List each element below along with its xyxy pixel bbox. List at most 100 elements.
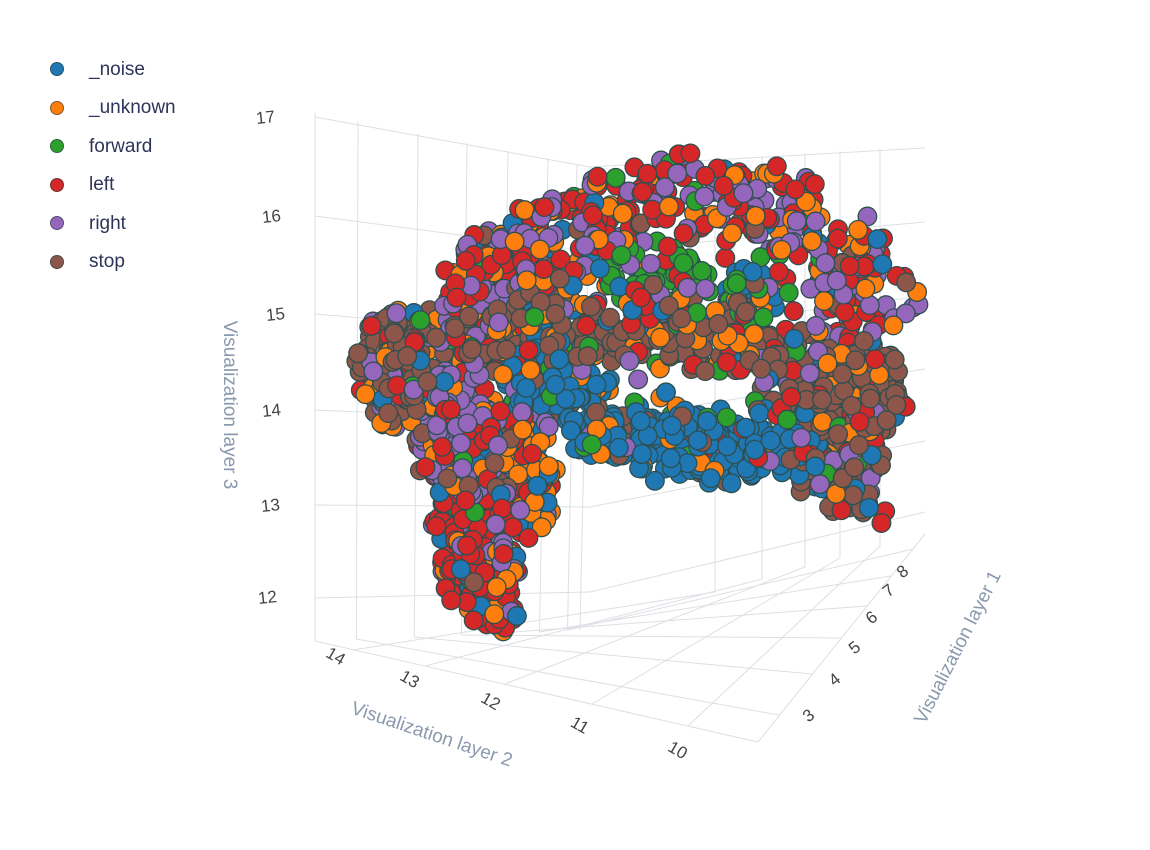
scatter-point[interactable] (642, 199, 663, 220)
scatter-point[interactable] (549, 268, 570, 289)
scatter-point[interactable] (658, 295, 679, 316)
scatter-point[interactable] (348, 343, 369, 364)
scatter-point[interactable] (555, 388, 576, 409)
scatter-point[interactable] (660, 448, 681, 469)
scatter-point[interactable] (876, 410, 897, 431)
scatter-point[interactable] (600, 307, 620, 328)
scatter-point[interactable] (786, 211, 807, 232)
scatter-point[interactable] (834, 301, 855, 322)
scatter-point[interactable] (363, 361, 384, 382)
scatter-point[interactable] (426, 327, 447, 348)
scatter-point[interactable] (441, 590, 462, 611)
scatter-point[interactable] (560, 420, 581, 441)
scatter-point[interactable] (697, 411, 718, 432)
scatter-point[interactable] (461, 339, 482, 360)
scatter-point[interactable] (538, 456, 559, 477)
scatter-point[interactable] (673, 253, 694, 274)
scatter-point[interactable] (506, 606, 527, 626)
scatter-point[interactable] (691, 261, 712, 281)
scatter-point[interactable] (455, 490, 476, 511)
scatter-point[interactable] (608, 437, 629, 458)
scatter-point[interactable] (785, 179, 806, 200)
scatter-point[interactable] (586, 374, 607, 395)
scatter-point[interactable] (654, 177, 675, 198)
scatter-point[interactable] (791, 427, 812, 448)
scatter-point[interactable] (828, 424, 849, 445)
scatter-point[interactable] (812, 389, 832, 410)
scatter-point[interactable] (632, 182, 653, 202)
legend-item-unknown[interactable]: _unknown (44, 89, 176, 128)
scatter-points[interactable] (346, 143, 929, 642)
scatter-point[interactable] (516, 377, 537, 398)
scatter-point[interactable] (640, 253, 661, 274)
scatter-point[interactable] (576, 315, 597, 336)
scatter-point[interactable] (726, 273, 747, 294)
scatter-point[interactable] (860, 388, 881, 409)
scatter-point[interactable] (744, 439, 765, 460)
scatter-point[interactable] (628, 369, 649, 390)
scatter-point[interactable] (884, 349, 905, 370)
scatter-point[interactable] (361, 315, 382, 336)
scatter-point[interactable] (753, 307, 774, 328)
scatter-point[interactable] (656, 382, 676, 403)
scatter-point[interactable] (522, 443, 543, 464)
scatter-point[interactable] (387, 375, 407, 396)
scatter-point[interactable] (713, 175, 734, 196)
scatter-point[interactable] (488, 312, 509, 333)
scatter-point[interactable] (504, 231, 525, 252)
scatter-point[interactable] (417, 371, 438, 392)
scatter-point[interactable] (855, 278, 876, 299)
scatter-point[interactable] (644, 470, 665, 491)
scatter-point[interactable] (695, 361, 716, 382)
scatter-point[interactable] (539, 335, 560, 356)
scatter-point[interactable] (801, 231, 822, 252)
scatter-point[interactable] (643, 275, 664, 295)
scatter-point[interactable] (637, 163, 658, 184)
scatter-point[interactable] (545, 374, 566, 395)
scatter-point[interactable] (716, 352, 737, 373)
scatter-point[interactable] (452, 458, 473, 479)
scatter-point[interactable] (446, 287, 467, 308)
scatter-point[interactable] (871, 513, 892, 533)
scatter-point[interactable] (814, 291, 834, 311)
scatter-point[interactable] (778, 282, 799, 303)
scatter-point[interactable] (677, 277, 698, 298)
scatter-point[interactable] (580, 296, 601, 317)
scatter-point[interactable] (426, 516, 447, 537)
scatter-point[interactable] (777, 409, 798, 430)
scatter-point[interactable] (410, 310, 431, 331)
scatter-point[interactable] (587, 166, 608, 187)
scatter-point[interactable] (520, 359, 541, 380)
scatter-point[interactable] (695, 278, 716, 299)
scatter-point[interactable] (378, 403, 399, 424)
scatter-point[interactable] (848, 219, 869, 240)
scatter-point[interactable] (680, 143, 701, 164)
scatter-point[interactable] (673, 223, 694, 244)
scatter-point[interactable] (484, 453, 505, 474)
scatter-point[interactable] (581, 434, 602, 455)
scatter-point[interactable] (397, 346, 418, 367)
scatter-point[interactable] (805, 211, 826, 232)
scatter-point[interactable] (386, 303, 407, 324)
scatter-point[interactable] (722, 223, 743, 244)
scatter-point[interactable] (849, 411, 870, 432)
scatter-point[interactable] (883, 315, 904, 336)
legend-item-noise[interactable]: _noise (44, 50, 176, 89)
scatter-point[interactable] (667, 163, 688, 184)
scatter-point[interactable] (451, 433, 471, 454)
scatter-point[interactable] (457, 413, 478, 434)
scatter-point[interactable] (799, 363, 820, 384)
scatter-point[interactable] (717, 436, 738, 457)
scatter-point[interactable] (487, 435, 508, 456)
scatter-point[interactable] (805, 456, 826, 477)
scatter-point[interactable] (512, 402, 532, 423)
scatter-point[interactable] (534, 197, 555, 218)
scatter-point[interactable] (783, 301, 804, 322)
scatter-point[interactable] (804, 174, 825, 195)
scatter-point[interactable] (817, 353, 838, 374)
scatter-point[interactable] (744, 324, 764, 345)
scatter-point[interactable] (577, 346, 598, 367)
scatter-point[interactable] (735, 417, 756, 438)
scatter-point[interactable] (735, 301, 756, 322)
